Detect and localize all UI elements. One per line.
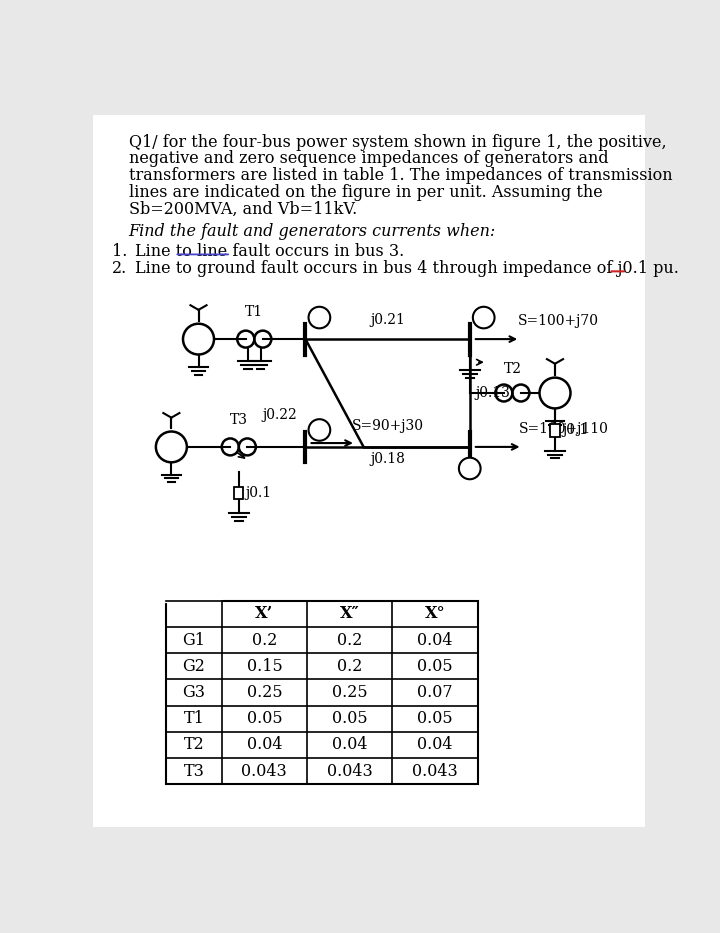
Text: 2.: 2. [112,259,127,277]
Circle shape [459,458,481,480]
Text: 0.05: 0.05 [417,710,453,727]
Text: G1: G1 [182,632,205,648]
Text: T1: T1 [246,305,264,319]
Text: S=100+j70: S=100+j70 [518,314,599,328]
Text: Line to ground fault occurs in bus 4 through impedance of j0.1 pu.: Line to ground fault occurs in bus 4 thr… [135,259,679,277]
Text: 0.2: 0.2 [337,658,362,675]
Text: X″: X″ [340,606,359,622]
Circle shape [183,324,214,355]
Text: 2: 2 [480,311,488,325]
Text: 0.15: 0.15 [246,658,282,675]
Text: 0.043: 0.043 [327,762,372,780]
Text: T3: T3 [184,762,204,780]
Text: 0.2: 0.2 [252,632,277,648]
Text: 4: 4 [465,462,474,476]
Text: lines are indicated on the figure in per unit. Assuming the: lines are indicated on the figure in per… [129,185,603,202]
FancyBboxPatch shape [93,115,645,828]
FancyBboxPatch shape [550,425,559,437]
Text: 0.05: 0.05 [332,710,367,727]
Text: 0.25: 0.25 [246,684,282,701]
Circle shape [539,378,570,409]
Text: 0.04: 0.04 [332,736,367,754]
Text: j0.21: j0.21 [370,313,405,327]
Text: G3: G3 [182,684,205,701]
Text: Sb=200MVA, and Vb=11kV.: Sb=200MVA, and Vb=11kV. [129,202,357,218]
Text: j0.22: j0.22 [263,409,297,423]
Text: 0.04: 0.04 [417,736,453,754]
Text: Q1/ for the four-bus power system shown in figure 1, the positive,: Q1/ for the four-bus power system shown … [129,133,667,150]
Text: Find the fault and generators currents when:: Find the fault and generators currents w… [129,223,496,240]
Text: 0.2: 0.2 [337,632,362,648]
Text: Line to line fault occurs in bus 3.: Line to line fault occurs in bus 3. [135,243,404,260]
Text: 0.043: 0.043 [412,762,458,780]
Text: j0.1: j0.1 [246,486,272,500]
Text: j0.1: j0.1 [562,424,588,438]
Text: 0.04: 0.04 [417,632,453,648]
Text: S=90+j30: S=90+j30 [352,419,424,433]
Text: G3: G3 [161,440,181,453]
Circle shape [156,431,187,463]
Text: 3: 3 [315,423,324,437]
Circle shape [473,307,495,328]
Text: 1.: 1. [112,243,127,260]
Text: 1: 1 [315,311,324,325]
Circle shape [309,419,330,440]
Text: 0.07: 0.07 [417,684,453,701]
Text: negative and zero sequence impedances of generators and: negative and zero sequence impedances of… [129,150,608,167]
Text: T3: T3 [230,413,248,427]
Text: T1: T1 [184,710,204,727]
Text: G2: G2 [182,658,205,675]
Text: 0.25: 0.25 [332,684,367,701]
Text: 0.043: 0.043 [241,762,287,780]
Text: S=160+j110: S=160+j110 [519,422,609,436]
FancyBboxPatch shape [166,601,477,784]
Circle shape [309,307,330,328]
Text: j0.13: j0.13 [475,386,510,400]
Text: transformers are listed in table 1. The impedances of transmission: transformers are listed in table 1. The … [129,167,672,185]
Text: j0.18: j0.18 [370,452,405,466]
Text: 0.04: 0.04 [247,736,282,754]
Text: X’: X’ [256,606,274,622]
Text: T2: T2 [503,362,521,376]
Text: 0.05: 0.05 [417,658,453,675]
Text: T2: T2 [184,736,204,754]
FancyBboxPatch shape [234,487,243,499]
Text: X°: X° [425,606,445,622]
Text: G2: G2 [545,386,565,399]
Text: G1: G1 [188,332,209,345]
Text: 0.05: 0.05 [246,710,282,727]
